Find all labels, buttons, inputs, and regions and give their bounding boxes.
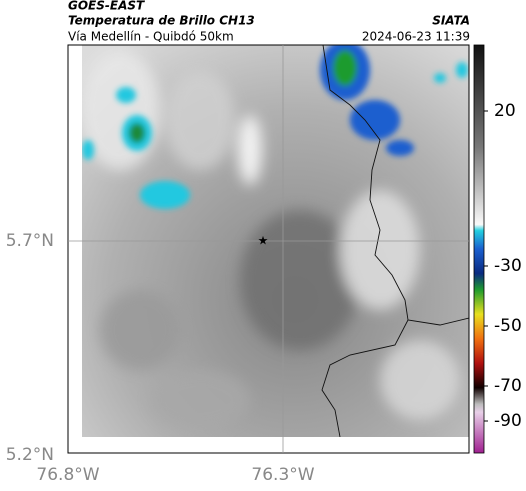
timestamp: 2024-06-23 11:39 — [362, 30, 470, 44]
satellite-image — [82, 45, 469, 437]
colorbar — [473, 44, 485, 454]
lat-label: 5.7°N — [6, 231, 54, 251]
cold-clouds — [82, 45, 468, 209]
colorbar-label: -90 — [494, 411, 522, 431]
city-marker: ★ — [258, 234, 269, 248]
colorbar-label: 20 — [494, 101, 516, 121]
colorbar-label: -30 — [494, 256, 522, 276]
title: Temperatura de Brillo CH13 — [68, 14, 255, 28]
subtitle: Vía Medellín - Quibdó 50km — [68, 30, 234, 44]
source: GOES-EAST — [68, 0, 145, 13]
lon-label: 76.8°W — [36, 465, 99, 485]
colorbar-label: -50 — [494, 316, 522, 336]
organization: SIATA — [432, 14, 470, 28]
colorbar-label: -70 — [494, 376, 522, 396]
lat-label: 5.2°N — [6, 445, 54, 465]
lon-label: 76.3°W — [251, 465, 314, 485]
